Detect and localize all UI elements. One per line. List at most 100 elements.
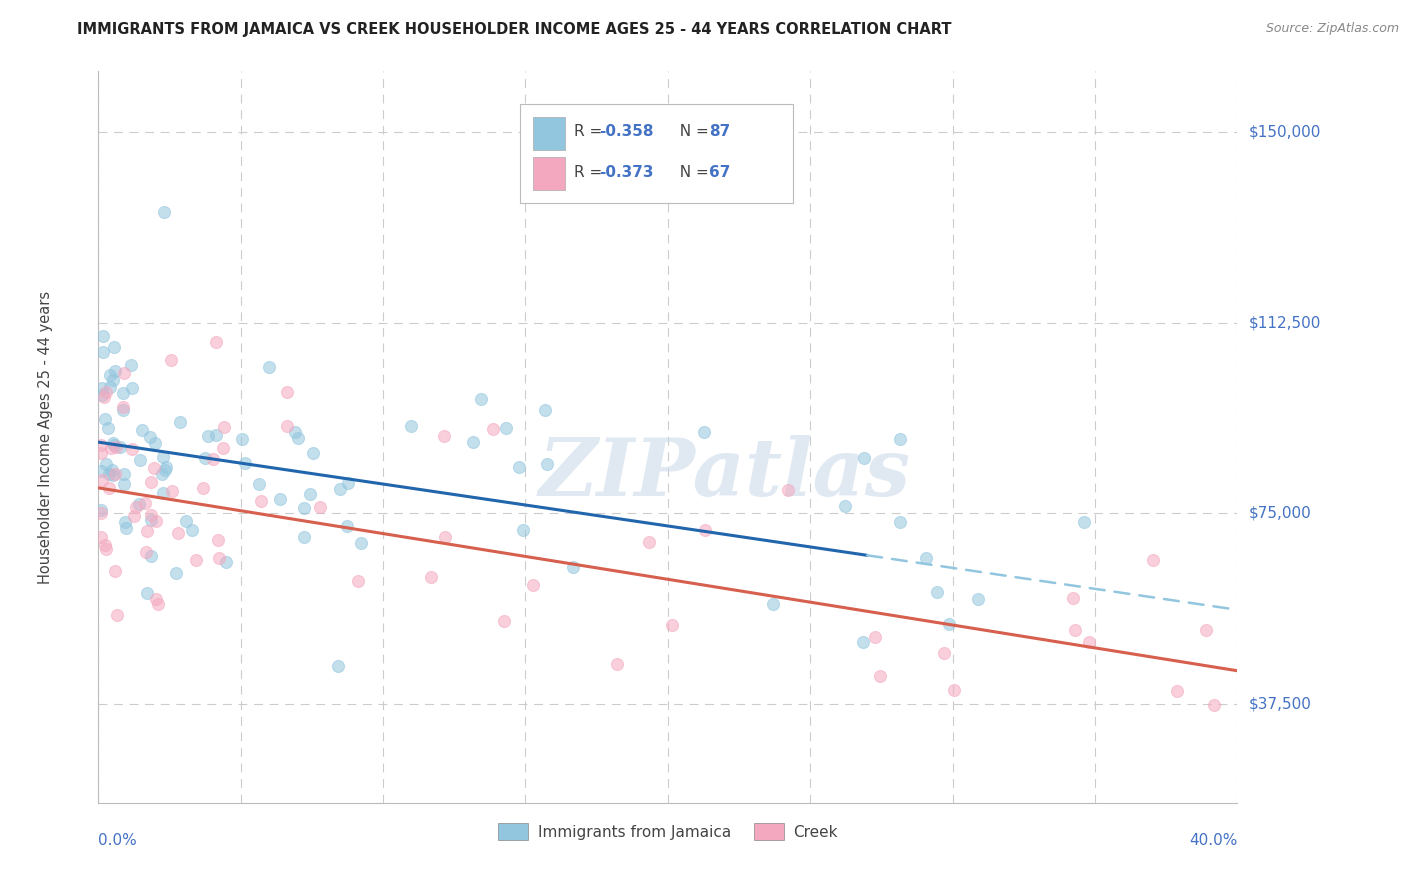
Point: [522, 578, 544, 592]
Point: [205, 335, 228, 350]
Point: [152, 485, 174, 500]
Point: [160, 353, 183, 368]
Point: [492, 614, 515, 628]
Text: R =: R =: [575, 124, 607, 139]
Text: $75,000: $75,000: [1249, 506, 1312, 521]
Point: [561, 560, 583, 574]
Text: -0.358: -0.358: [599, 124, 654, 139]
Point: [834, 499, 856, 513]
Point: [153, 463, 176, 477]
Point: [90, 502, 112, 516]
Point: [94, 538, 117, 552]
Point: [150, 467, 173, 481]
Point: [93, 390, 115, 404]
Point: [100, 368, 122, 382]
Point: [90, 473, 112, 487]
Point: [128, 453, 150, 467]
Point: [208, 550, 231, 565]
Point: [107, 607, 129, 622]
Point: [1073, 515, 1095, 529]
Point: [98, 481, 121, 495]
Point: [112, 467, 135, 481]
Point: [145, 514, 167, 528]
Point: [661, 618, 683, 632]
Point: [207, 533, 229, 548]
Point: [276, 384, 298, 399]
Point: [90, 381, 112, 395]
Point: [276, 418, 298, 433]
Point: [191, 482, 214, 496]
Point: [461, 435, 484, 450]
Point: [98, 467, 121, 481]
Point: [470, 392, 492, 406]
FancyBboxPatch shape: [520, 104, 793, 203]
Point: [693, 425, 716, 440]
Point: [165, 566, 187, 580]
Point: [115, 521, 138, 535]
Point: [104, 467, 127, 481]
Point: [211, 442, 233, 456]
Point: [103, 438, 125, 452]
Point: [112, 366, 135, 380]
Point: [889, 432, 911, 446]
Point: [153, 205, 176, 219]
Point: [90, 438, 112, 452]
Text: 87: 87: [709, 124, 730, 139]
Point: [90, 464, 112, 478]
Point: [145, 592, 167, 607]
Point: [434, 530, 457, 544]
Point: [481, 422, 503, 436]
Point: [308, 500, 330, 515]
Point: [852, 450, 875, 465]
Text: 40.0%: 40.0%: [1189, 833, 1237, 848]
Point: [186, 553, 208, 567]
Text: $112,500: $112,500: [1249, 315, 1320, 330]
Point: [247, 477, 270, 491]
Text: ZIPatlas: ZIPatlas: [538, 435, 911, 512]
Point: [938, 617, 960, 632]
Point: [932, 646, 955, 660]
Point: [863, 630, 886, 644]
Point: [103, 340, 125, 354]
Text: R =: R =: [575, 165, 607, 180]
Point: [495, 421, 517, 435]
Point: [287, 431, 309, 445]
Point: [294, 500, 316, 515]
Point: [136, 524, 159, 538]
Point: [143, 436, 166, 450]
Point: [91, 329, 114, 343]
Point: [927, 584, 949, 599]
Bar: [533, 117, 565, 150]
Point: [214, 555, 236, 569]
Point: [762, 598, 785, 612]
Point: [174, 514, 197, 528]
Text: N =: N =: [671, 165, 714, 180]
Point: [350, 536, 373, 550]
Point: [108, 440, 131, 454]
Text: -0.373: -0.373: [599, 165, 654, 180]
Point: [1064, 624, 1087, 638]
Point: [433, 429, 456, 443]
Point: [120, 358, 142, 372]
Point: [101, 436, 124, 450]
Point: [101, 468, 124, 483]
Point: [235, 456, 257, 470]
Point: [94, 412, 117, 426]
Point: [160, 483, 183, 498]
Text: 67: 67: [709, 165, 730, 180]
Point: [534, 402, 557, 417]
Point: [301, 445, 323, 459]
Point: [131, 423, 153, 437]
Point: [141, 508, 163, 522]
Point: [169, 415, 191, 429]
Point: [111, 403, 134, 417]
Point: [205, 428, 228, 442]
Text: $37,500: $37,500: [1249, 697, 1312, 711]
Point: [336, 518, 359, 533]
Point: [155, 460, 177, 475]
Point: [259, 360, 281, 375]
Point: [1062, 591, 1084, 605]
Point: [299, 487, 322, 501]
Point: [869, 669, 891, 683]
Point: [328, 659, 350, 673]
